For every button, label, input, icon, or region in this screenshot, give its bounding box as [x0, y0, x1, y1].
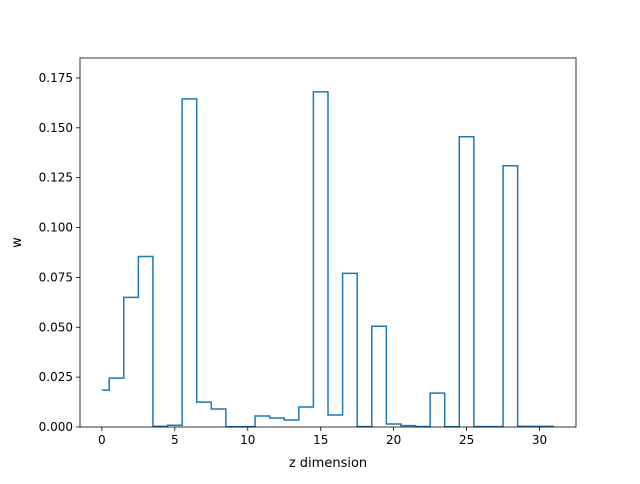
- y-axis-ticks: 0.000 0.025 0.050 0.075 0.100 0.125 0.150 0.175: [39, 71, 80, 434]
- y-tick-label: 0.000: [39, 420, 73, 434]
- axes-frame: [79, 57, 577, 428]
- x-tick-label: 10: [240, 433, 255, 447]
- y-axis-label: w: [10, 237, 25, 248]
- y-tick-label: 0.175: [39, 71, 73, 85]
- y-tick-label: 0.125: [39, 171, 73, 185]
- y-tick-label: 0.075: [39, 270, 73, 284]
- y-tick-label: 0.050: [39, 320, 73, 334]
- x-tick-label: 0: [98, 433, 106, 447]
- x-axis-label: z dimension: [289, 456, 367, 471]
- x-tick-label: 5: [171, 433, 179, 447]
- x-tick-label: 15: [313, 433, 328, 447]
- series-step-line: [101, 91, 555, 428]
- x-tick-label: 25: [459, 433, 474, 447]
- y-tick-label: 0.025: [39, 370, 73, 384]
- y-tick-label: 0.150: [39, 121, 73, 135]
- x-tick-label: 20: [386, 433, 401, 447]
- y-tick-label: 0.100: [39, 221, 73, 235]
- x-tick-label: 30: [532, 433, 547, 447]
- x-axis-ticks: 0 5 10 15 20 25 30: [98, 427, 547, 447]
